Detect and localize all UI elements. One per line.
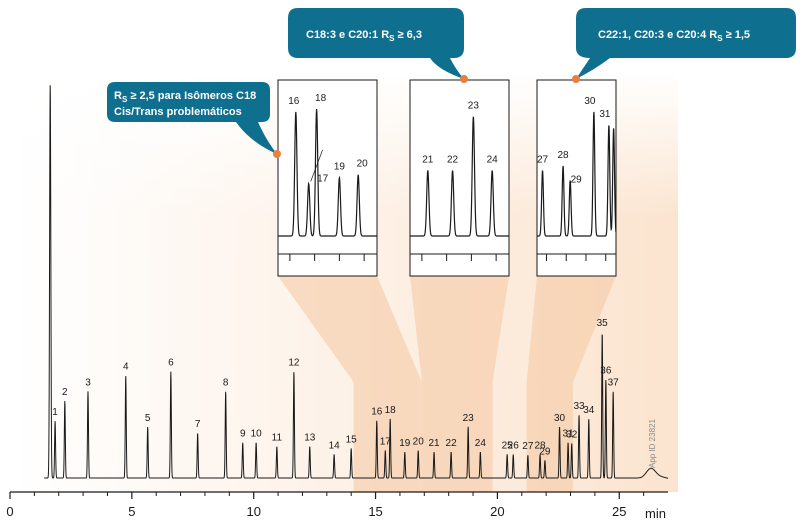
x-axis: 0 5 10 15 20 25: [6, 491, 668, 519]
peak-label-26: 26: [508, 440, 520, 451]
peak-label-7: 7: [195, 419, 201, 430]
highlight-band: [353, 382, 422, 492]
peak-label-9: 9: [240, 429, 246, 440]
peak-label-5: 5: [145, 413, 151, 424]
inset-trace: [537, 111, 617, 237]
callout-text-line1: RS ≥ 2,5 para Isômeros C18: [114, 90, 256, 104]
x-tick-label: 25: [612, 504, 626, 519]
peak-label-17: 17: [380, 436, 392, 447]
callout-pointer-dot: [273, 150, 281, 158]
inset-trace: [410, 116, 509, 237]
inset-frame: [536, 79, 617, 277]
peak-label-12: 12: [288, 358, 300, 369]
peak-label-2: 2: [62, 387, 68, 398]
peak-label-13: 13: [304, 432, 316, 443]
peak-label-34: 34: [583, 405, 595, 416]
inset-panel-2: 21 22 23 24: [409, 79, 510, 277]
callout-bubble: [576, 8, 796, 79]
callout-c18-c20: C18:3 e C20:1 RS ≥ 6,3: [288, 8, 468, 83]
inset-peak-label-16: 16: [288, 96, 300, 107]
peak-label-11: 11: [272, 432, 283, 443]
inset-trace: [278, 108, 377, 237]
callout-pointer-dot: [572, 75, 580, 83]
callout-text-line2: Cis/Trans problemáticos: [114, 106, 242, 118]
peak-label-8: 8: [223, 377, 229, 388]
callout-c22-c20: C22:1, C20:3 e C20:4 RS ≥ 1,5: [572, 8, 796, 83]
inset-peak-label-20: 20: [357, 159, 369, 170]
inset-peak-label-18: 18: [315, 93, 327, 104]
x-tick-label: 15: [368, 504, 382, 519]
inset-peak-label-19: 19: [334, 162, 346, 173]
callout-cis-trans: RS ≥ 2,5 para Isômeros C18 Cis/Trans pro…: [107, 82, 281, 158]
peak-label-16: 16: [371, 406, 383, 417]
peak-label-25: 25: [502, 440, 514, 451]
callout-pointer-dot: [460, 75, 468, 83]
x-tick-label: 5: [128, 504, 135, 519]
inset-peak-label-23: 23: [468, 100, 480, 111]
peak-label-29: 29: [539, 446, 551, 457]
peak-label-4: 4: [123, 362, 129, 373]
inset-frame: [409, 79, 510, 277]
peak-label-23: 23: [463, 413, 475, 424]
peak-label-14: 14: [329, 440, 341, 451]
chromatogram-trace: [44, 85, 669, 479]
app-id-label: App ID 23821: [648, 419, 657, 468]
peak-label-30: 30: [554, 413, 566, 424]
peak-label-10: 10: [251, 429, 263, 440]
peak-label-19: 19: [399, 438, 411, 449]
peak-label-28: 28: [534, 440, 546, 451]
highlight-regions: [278, 276, 616, 492]
peak-label-18: 18: [385, 405, 397, 416]
callout-text: C18:3 e C20:1 RS ≥ 6,3: [306, 29, 422, 43]
callout-bubble: [288, 8, 464, 79]
inset-peak-label-17: 17: [317, 173, 329, 184]
inset-peak-label-31: 31: [599, 109, 611, 120]
inset-peak-label-22: 22: [447, 154, 459, 165]
highlight-funnel: [278, 276, 422, 382]
peak-label-31: 31: [563, 429, 575, 440]
peak-label-27: 27: [522, 441, 534, 452]
highlight-funnel: [526, 276, 616, 382]
highlight-funnel: [410, 276, 509, 382]
peak-label-37: 37: [608, 377, 620, 388]
inset-peak-label-28: 28: [558, 150, 570, 161]
callout-text: C22:1, C20:3 e C20:4 RS ≥ 1,5: [598, 29, 750, 43]
peak-label-22: 22: [446, 438, 458, 449]
highlight-band: [526, 382, 573, 492]
x-tick-label: 20: [490, 504, 504, 519]
peak-label-32: 32: [566, 429, 578, 440]
callout-bubble: [107, 82, 277, 154]
x-tick-label: 10: [246, 504, 260, 519]
peak-label-24: 24: [475, 438, 487, 449]
inset-peak-label-24: 24: [487, 154, 499, 165]
inset-peak-label-29: 29: [571, 175, 583, 186]
peak-label-3: 3: [85, 377, 91, 388]
peak-label-36: 36: [600, 366, 612, 377]
peak-label-15: 15: [346, 434, 358, 445]
peak-label-20: 20: [413, 436, 425, 447]
inset-peak-label-21: 21: [422, 154, 434, 165]
highlight-band: [421, 382, 493, 492]
peak-label-33: 33: [573, 401, 585, 412]
inset-leader-line: [310, 149, 323, 182]
peak-label-1: 1: [52, 407, 58, 418]
x-tick-label: 0: [6, 504, 13, 519]
inset-panel-1: 16 17 18 19 20: [277, 79, 378, 277]
peak-label-6: 6: [168, 358, 174, 369]
inset-peak-label-27: 27: [537, 154, 549, 165]
peak-label-21: 21: [428, 438, 440, 449]
inset-peak-label-30: 30: [584, 96, 596, 107]
x-axis-label: min: [645, 506, 666, 521]
peak-label-35: 35: [597, 318, 609, 329]
